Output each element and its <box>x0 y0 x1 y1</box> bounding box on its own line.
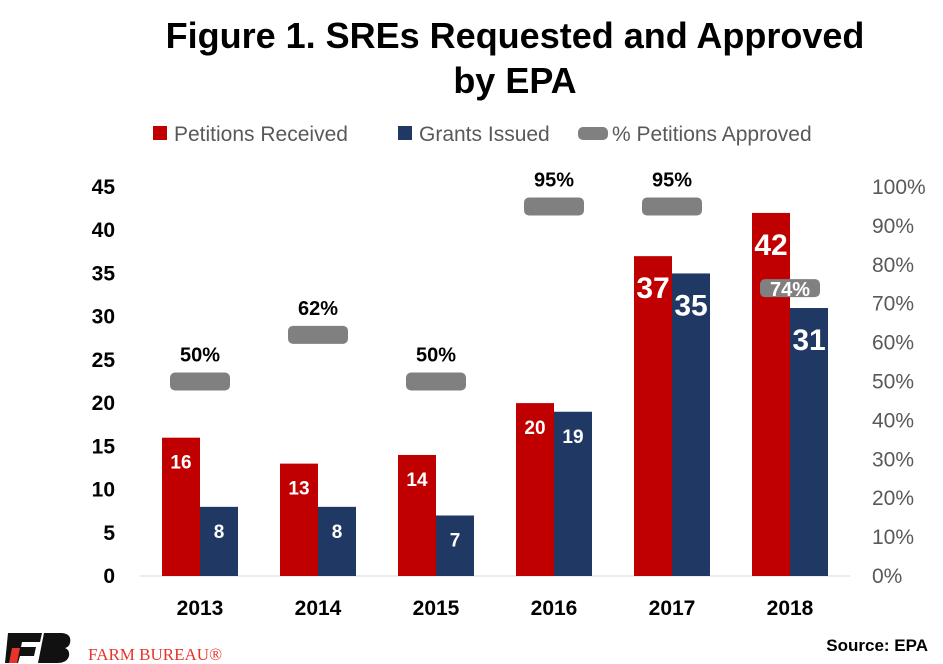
x-axis: 2013 2014 2015 2016 2017 2018 <box>177 597 814 620</box>
bar-data-label: 31 <box>792 324 825 357</box>
legend-label-grants-issued: Grants Issued <box>419 123 550 146</box>
y2-tick-label: 90% <box>872 215 914 238</box>
legend-swatch-grants-issued <box>398 126 412 140</box>
bar-petitions-received <box>634 256 672 576</box>
y2-tick-label: 70% <box>872 293 914 316</box>
logo-b-mark <box>38 633 71 663</box>
legend: Petitions Received Grants Issued % Petit… <box>153 123 812 146</box>
x-tick-label: 2013 <box>177 597 224 620</box>
y-tick-label: 40 <box>92 219 115 242</box>
marker-percent-approved <box>642 197 702 216</box>
logo-text: FARM BUREAU® <box>88 645 222 664</box>
y-axis-right: 0% 10% 20% 30% 40% 50% 60% 70% 80% 90% 100% <box>872 176 926 588</box>
x-tick-label: 2017 <box>649 597 696 620</box>
percent-data-label: 62% <box>298 298 338 320</box>
bar-data-label: 8 <box>332 522 343 543</box>
legend-swatch-petitions-received <box>153 126 167 140</box>
bar-data-label: 19 <box>562 427 583 448</box>
marker-percent-approved <box>524 197 584 216</box>
marker-percent-approved <box>170 372 230 391</box>
x-tick-label: 2016 <box>531 597 578 620</box>
legend-label-percent-approved: % Petitions Approved <box>612 123 812 146</box>
chart-title-line-2: by EPA <box>453 60 576 101</box>
y2-tick-label: 60% <box>872 332 914 355</box>
bar-grants-issued <box>554 411 592 576</box>
bar-grants-issued <box>436 515 474 576</box>
bar-data-label: 8 <box>214 522 225 543</box>
y2-tick-label: 20% <box>872 487 914 510</box>
bar-data-label: 14 <box>406 470 428 491</box>
y-tick-label: 30 <box>92 306 115 329</box>
y-tick-label: 45 <box>92 176 116 199</box>
x-tick-label: 2015 <box>413 597 460 620</box>
logo-red-mark <box>9 648 20 663</box>
y2-tick-label: 80% <box>872 254 914 277</box>
legend-label-petitions-received: Petitions Received <box>174 123 348 146</box>
bar-grants-issued <box>318 506 356 576</box>
bar-data-label: 13 <box>288 479 309 500</box>
marker-percent-approved <box>288 325 348 344</box>
y-axis-left: 0 5 10 15 20 25 30 35 40 45 <box>92 176 116 588</box>
bar-data-label: 35 <box>674 289 707 322</box>
bar-data-label: 20 <box>524 418 545 439</box>
percent-data-label: 50% <box>180 345 220 367</box>
y2-tick-label: 30% <box>872 448 914 471</box>
y2-tick-label: 0% <box>872 565 902 588</box>
chart-title-line-1: Figure 1. SREs Requested and Approved <box>166 15 865 56</box>
marker-percent-approved <box>760 279 820 298</box>
x-tick-label: 2014 <box>295 597 342 620</box>
bar-grants-issued <box>200 506 238 576</box>
percent-data-label: 74% <box>770 279 810 301</box>
bar-data-label: 16 <box>170 453 191 474</box>
y2-tick-label: 100% <box>872 176 926 199</box>
x-tick-label: 2018 <box>767 597 814 620</box>
y-tick-label: 25 <box>92 349 116 372</box>
percent-data-label: 95% <box>534 169 574 191</box>
bar-petitions-received <box>398 454 436 576</box>
percent-data-label: 50% <box>416 345 456 367</box>
bar-petitions-received <box>280 463 318 576</box>
y-tick-label: 10 <box>92 479 115 502</box>
y-tick-label: 0 <box>103 565 115 588</box>
y-tick-label: 15 <box>92 435 116 458</box>
y-tick-label: 5 <box>103 522 115 545</box>
y2-tick-label: 50% <box>872 371 914 394</box>
y2-tick-label: 10% <box>872 526 914 549</box>
farm-bureau-logo: FARM BUREAU® <box>5 633 222 664</box>
y-tick-label: 20 <box>92 392 115 415</box>
bar-data-label: 42 <box>754 229 787 262</box>
bar-petitions-received <box>516 403 554 576</box>
bar-data-label: 37 <box>636 272 669 305</box>
legend-swatch-percent-approved <box>578 127 608 140</box>
source-note: Source: EPA <box>826 636 928 655</box>
y2-tick-label: 40% <box>872 409 914 432</box>
percent-data-label: 95% <box>652 169 692 191</box>
bar-data-label: 7 <box>450 530 461 551</box>
y-tick-label: 35 <box>92 262 116 285</box>
bar-petitions-received <box>162 437 200 576</box>
marker-percent-approved <box>406 372 466 391</box>
bar-grants-issued <box>790 308 828 576</box>
bar-grants-issued <box>672 273 710 576</box>
bar-petitions-received <box>752 212 790 576</box>
